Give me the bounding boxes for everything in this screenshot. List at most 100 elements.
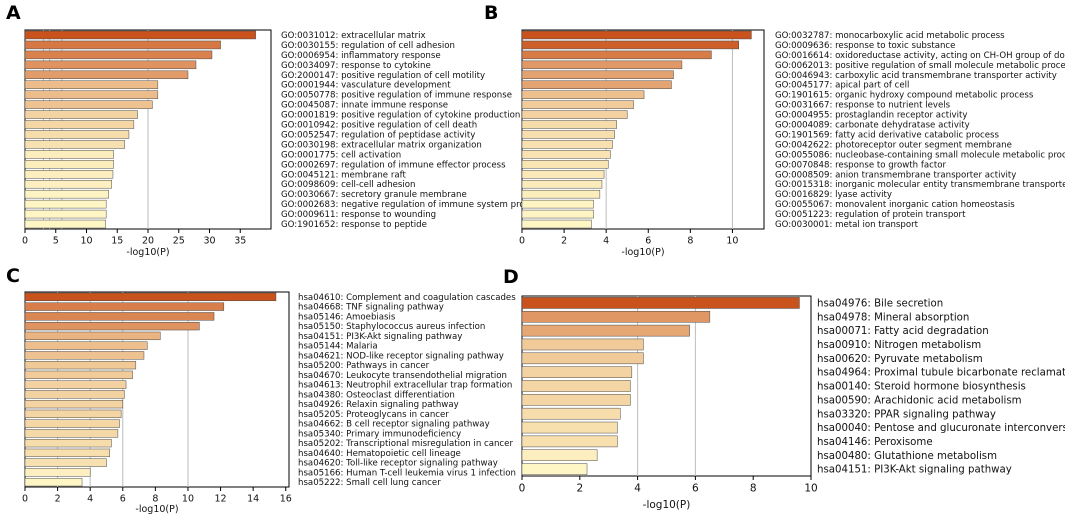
category-label: hsa04151: PI3K-Akt signaling pathway [817,465,1012,476]
x-tick-label: 2 [576,483,583,495]
panel-a: AGO:0031012: extracellular matrixGO:0030… [6,2,544,258]
bar [521,219,592,229]
category-label: hsa04151: PI3K-Akt signaling pathway [298,332,462,342]
category-label: GO:0032787: monocarboxylic acid metaboli… [775,31,1005,41]
bar [521,209,594,219]
bar [24,380,127,389]
category-label: hsa00140: Steroid hormone biosynthesis [817,382,1026,393]
category-label: GO:0009636: response to toxic substance [775,41,955,51]
bar [521,170,605,179]
category-label: GO:0001944: vasculature development [281,81,451,91]
category-label: GO:0016614: oxidoreductase activity, act… [775,51,1065,61]
category-label: GO:0042622: photoreceptor outer segment … [775,140,1012,150]
x-tick-label: 8 [750,483,757,495]
x-tick-label: 4 [87,494,93,505]
bar [24,360,137,370]
bar [24,110,138,119]
category-label: hsa04621: NOD-like receptor signaling pa… [298,351,504,361]
category-label: GO:0052547: regulation of peptidase acti… [281,130,475,140]
category-label: GO:0030198: extracellular matrix organiz… [281,140,482,150]
bar [24,477,83,487]
category-label: hsa00071: Fatty acid degradation [817,326,989,337]
category-label: GO:0008509: anion transmembrane transpor… [775,170,1016,180]
category-label: hsa04620: Toll-like receptor signaling p… [298,459,498,469]
bar [24,90,159,99]
category-label: GO:1901652: response to peptide [281,220,427,230]
bar [521,310,711,323]
x-tick-label: 16 [280,494,292,505]
bar [521,366,633,378]
category-label: hsa04146: Peroxisome [817,437,933,448]
category-label: GO:0045121: membrane raft [281,170,406,180]
bar [521,324,690,337]
bar [521,70,674,80]
bar [521,150,611,159]
panel-label: C [6,265,20,287]
x-tick-label: 0 [519,236,525,247]
x-tick-label: 0 [22,236,28,247]
x-tick-label: 20 [142,236,154,247]
x-axis-label: -log10(P) [135,504,178,514]
x-tick-label: 12 [215,494,227,505]
category-label: GO:0050778: positive regulation of immun… [281,91,512,101]
category-label: GO:0010942: positive regulation of cell … [281,121,477,131]
bar [24,351,145,360]
category-label: GO:0004955: prostaglandin receptor activ… [775,111,967,121]
bar [24,429,119,438]
category-label: hsa00590: Arachidonic acid metabolism [817,395,1022,406]
x-tick-label: 10 [182,494,194,505]
bar [24,448,110,458]
category-label: hsa04610: Complement and coagulation cas… [298,293,516,303]
bar [521,80,672,89]
x-tick-label: 25 [173,236,185,247]
x-axis-label: -log10(P) [643,499,691,511]
bar [521,130,615,139]
category-label: hsa05146: Amoebiasis [298,312,396,322]
bar [24,170,114,179]
category-label: GO:0055086: nucleobase-containing small … [775,150,1065,160]
x-tick-label: 8 [687,236,693,247]
bar [521,140,613,149]
category-label: GO:0034097: response to cytokine [281,61,431,71]
x-tick-label: 35 [234,236,246,247]
bar [24,419,120,428]
bar [24,179,112,189]
bar [24,130,130,139]
x-tick-label: 6 [645,236,651,247]
x-tick-label: 14 [247,494,259,505]
category-label: hsa05150: Staphylococcus aureus infectio… [298,322,485,332]
bar [521,394,631,406]
bar [521,40,739,50]
bar [24,160,114,169]
category-label: GO:2000147: positive regulation of cell … [281,71,485,81]
bar [24,199,107,209]
category-label: GO:0006954: inflammatory response [281,51,441,61]
bar [24,30,256,40]
category-label: hsa04926: Relaxin signaling pathway [298,400,459,410]
x-tick-label: 8 [152,494,158,505]
bar [24,140,125,149]
bar [24,409,122,419]
x-axis-label: -log10(P) [126,247,169,258]
category-label: hsa05200: Pathways in cancer [298,361,430,371]
category-label: hsa05340: Primary immunodeficiency [298,429,461,439]
category-label: GO:0001775: cell activation [281,150,401,160]
bar [24,150,114,159]
bar [24,312,215,321]
bar [521,463,588,475]
bar [24,399,124,409]
x-tick-label: 4 [603,236,609,247]
x-tick-label: 30 [203,236,215,247]
category-label: hsa05166: Human T-cell leukemia virus 1 … [298,468,516,478]
bar [521,297,800,309]
category-label: GO:0051223: regulation of protein transp… [775,210,966,220]
bar [24,370,133,380]
bar [521,407,621,420]
category-label: hsa04964: Proximal tubule bicarbonate re… [817,368,1065,379]
bar [24,70,189,80]
plot-frame [24,291,290,488]
category-label: GO:0030667: secretory granule membrane [281,190,467,200]
panel-b: B GO:0032787: monocarboxylic acid metabol… [484,2,1065,258]
